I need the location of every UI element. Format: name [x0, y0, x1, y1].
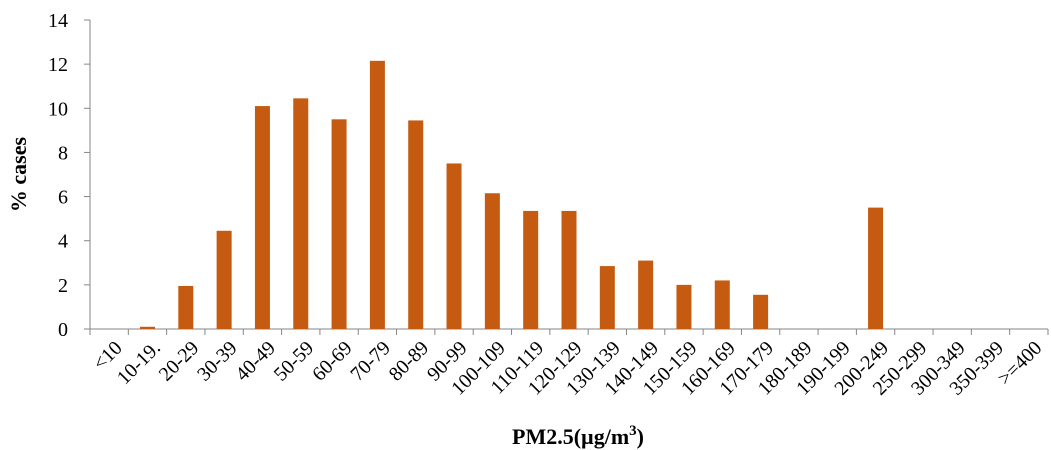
x-tick-labels: <1010-19.20-2930-3940-4950-5960-6970-798…: [89, 337, 1046, 400]
bar: [714, 280, 730, 329]
bar: [293, 98, 309, 329]
bar: [331, 119, 347, 329]
bar: [254, 106, 270, 329]
bar: [369, 60, 385, 329]
bar: [638, 260, 654, 329]
x-axis-title-superscript: 3: [629, 423, 637, 439]
bar: [178, 285, 194, 329]
y-tick-label: 0: [58, 319, 68, 341]
x-axis-title: PM2.5(µg/m3): [512, 423, 644, 449]
bar: [868, 207, 884, 329]
y-tick-label: 10: [48, 98, 68, 120]
x-tick-label: 30-39: [193, 337, 242, 386]
bar: [676, 284, 692, 329]
y-tick-label: 12: [48, 54, 68, 76]
y-axis-title: % cases: [6, 136, 31, 212]
bar: [408, 120, 424, 329]
bar: [484, 193, 500, 329]
y-tick-label: 8: [58, 142, 68, 164]
x-tick-label: >=400: [994, 337, 1047, 390]
x-axis-title-main: PM2.5(µg/m: [512, 424, 629, 449]
x-axis: [89, 328, 1049, 335]
x-tick-label: 50-59: [270, 337, 319, 386]
x-axis-title-suffix: ): [637, 424, 644, 449]
x-tick-label: 60-69: [308, 337, 357, 386]
bar: [561, 210, 577, 329]
x-tick-label: 70-79: [346, 337, 395, 386]
y-tick-label: 2: [58, 275, 68, 297]
bars: [139, 60, 884, 329]
y-axis: 0 2 4 6 8 10 12 14: [48, 10, 91, 341]
bar: [753, 294, 769, 329]
x-tick-label: 40-49: [231, 337, 280, 386]
bar: [446, 163, 462, 329]
x-tick-label: 20-29: [155, 337, 204, 386]
bar: [139, 326, 155, 329]
bar: [216, 230, 232, 329]
bar: [599, 266, 615, 329]
bar: [523, 210, 539, 329]
y-tick-label: 6: [58, 187, 68, 209]
x-tick-label: 10-19.: [113, 337, 165, 389]
y-tick-label: 14: [48, 10, 68, 32]
x-tick-label: 80-89: [385, 337, 434, 386]
y-tick-label: 4: [58, 231, 68, 253]
